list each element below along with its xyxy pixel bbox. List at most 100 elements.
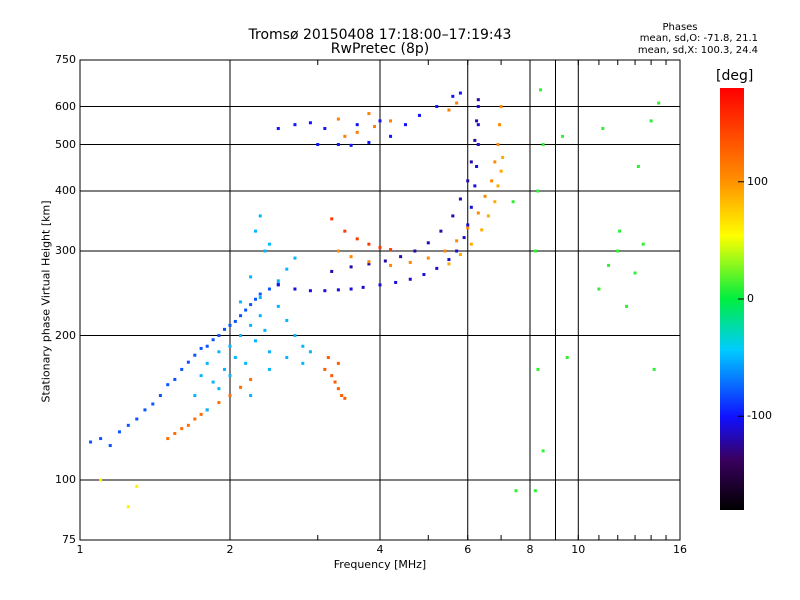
- data-point: [539, 88, 543, 92]
- data-point: [469, 205, 473, 209]
- data-point: [462, 236, 466, 240]
- data-point: [199, 412, 203, 416]
- data-point: [349, 143, 353, 147]
- data-point: [186, 360, 190, 364]
- data-point: [561, 134, 565, 138]
- x-tick-label: 16: [673, 543, 687, 556]
- data-point: [378, 283, 382, 287]
- data-point: [285, 267, 289, 271]
- data-point: [399, 255, 403, 259]
- data-point: [308, 350, 312, 354]
- x-tick-label: 1: [76, 543, 84, 556]
- data-point: [367, 140, 371, 144]
- data-point: [466, 223, 470, 227]
- data-point: [180, 367, 184, 371]
- data-point: [336, 288, 340, 292]
- data-point: [514, 489, 518, 493]
- data-point: [258, 296, 262, 300]
- data-point: [193, 353, 197, 357]
- data-point: [498, 123, 502, 127]
- x-tick-label: 10: [571, 543, 586, 556]
- data-point: [343, 134, 347, 138]
- data-point: [293, 334, 297, 338]
- data-point: [276, 126, 280, 130]
- data-point: [367, 262, 371, 266]
- colorbar-tick-label: 0: [747, 292, 754, 305]
- colorbar-tick-label: -100: [747, 409, 772, 423]
- data-point: [355, 130, 359, 134]
- data-point: [565, 355, 569, 359]
- data-point: [469, 160, 473, 164]
- data-point: [636, 164, 640, 168]
- x-tick-label: 6: [464, 543, 472, 556]
- data-point: [601, 126, 605, 130]
- data-points-layer: [89, 88, 661, 509]
- data-point: [326, 355, 330, 359]
- data-point: [330, 374, 334, 378]
- data-point: [378, 246, 382, 250]
- data-point: [466, 226, 470, 230]
- data-point: [426, 256, 430, 260]
- data-point: [249, 275, 253, 279]
- data-point: [199, 374, 203, 378]
- data-point: [193, 394, 197, 398]
- data-point: [293, 287, 297, 291]
- chart-title-line1: Tromsø 20150408 17:18:00–17:19:43: [248, 27, 512, 43]
- data-point: [117, 430, 121, 434]
- chart-title-line2: RwPretec (8p): [330, 41, 430, 57]
- data-point: [476, 98, 480, 102]
- data-point: [447, 262, 451, 266]
- data-point: [541, 449, 545, 453]
- data-point: [233, 319, 237, 323]
- data-point: [493, 160, 497, 164]
- data-point: [447, 258, 451, 262]
- data-point: [607, 263, 611, 267]
- data-point: [228, 323, 232, 327]
- data-point: [378, 119, 382, 123]
- data-point: [480, 228, 484, 232]
- y-tick-label: 500: [55, 137, 76, 151]
- data-point: [186, 423, 190, 427]
- data-point: [228, 344, 232, 348]
- data-point: [336, 361, 340, 365]
- data-point: [649, 119, 653, 123]
- data-point: [483, 194, 487, 198]
- y-tick-label: 200: [55, 328, 76, 342]
- phases-mean-o: mean, sd,O: -71.8, 21.1: [639, 33, 758, 44]
- data-point: [451, 214, 455, 218]
- data-point: [166, 437, 170, 441]
- data-point: [126, 423, 130, 427]
- data-point: [135, 417, 139, 421]
- data-point: [447, 108, 451, 112]
- x-tick-label: 2: [226, 543, 234, 556]
- data-point: [205, 361, 209, 365]
- data-point: [193, 417, 197, 421]
- data-point: [239, 334, 243, 338]
- data-point: [336, 387, 340, 391]
- data-point: [417, 113, 421, 117]
- data-point: [333, 380, 337, 384]
- data-point: [263, 249, 267, 253]
- data-point: [466, 179, 470, 183]
- data-point: [476, 211, 480, 215]
- data-point: [316, 143, 320, 147]
- data-point: [496, 143, 500, 147]
- data-point: [408, 277, 412, 281]
- data-point: [180, 427, 184, 431]
- data-point: [458, 197, 462, 201]
- data-point: [493, 200, 497, 204]
- data-point: [308, 121, 312, 125]
- data-point: [217, 350, 221, 354]
- data-point: [475, 119, 479, 123]
- data-point: [389, 119, 393, 123]
- data-point: [253, 297, 257, 301]
- data-point: [223, 327, 227, 331]
- data-point: [618, 229, 622, 233]
- data-point: [276, 304, 280, 308]
- data-point: [389, 263, 393, 267]
- data-point: [455, 249, 459, 253]
- data-point: [217, 334, 221, 338]
- data-point: [361, 285, 365, 289]
- y-tick-label: 100: [55, 473, 76, 487]
